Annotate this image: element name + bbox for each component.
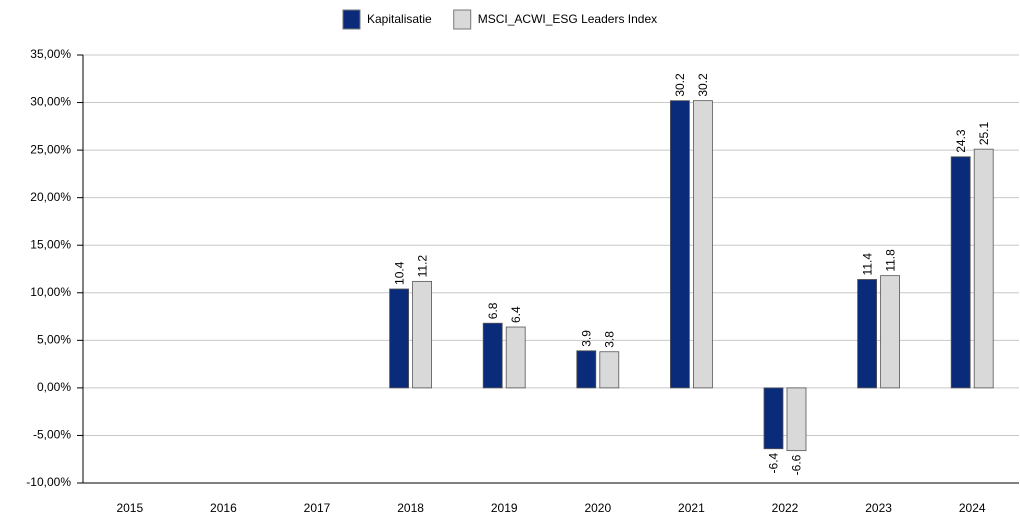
- data-label: 25.1: [977, 121, 991, 145]
- bar: [693, 100, 713, 389]
- x-tick-label: 2024: [959, 501, 986, 515]
- y-tick-label: 20,00%: [30, 190, 71, 204]
- legend-swatch: [342, 9, 361, 30]
- y-tick-label: 10,00%: [30, 285, 71, 299]
- x-tick-label: 2018: [397, 501, 424, 515]
- y-tick-label: 15,00%: [30, 237, 71, 251]
- x-tick-label: 2022: [772, 501, 799, 515]
- bar: [505, 326, 526, 389]
- data-label: 3.9: [579, 330, 593, 347]
- legend-label: MSCI_ACWI_ESG Leaders Index: [478, 12, 657, 26]
- data-label: 10.4: [392, 261, 406, 285]
- x-tick-label: 2020: [584, 501, 611, 515]
- y-tick-label: 5,00%: [37, 333, 71, 347]
- legend-swatch: [453, 9, 472, 30]
- x-tick-label: 2021: [678, 501, 705, 515]
- bar: [670, 100, 690, 389]
- bar: [412, 280, 433, 389]
- data-label: 30.2: [673, 73, 687, 97]
- data-label: 6.8: [486, 302, 500, 319]
- data-label: 3.8: [602, 331, 616, 348]
- data-label: 30.2: [696, 73, 710, 97]
- data-label: 6.4: [509, 306, 523, 323]
- bar: [576, 350, 597, 389]
- data-label: -6.4: [767, 452, 781, 473]
- x-tick-label: 2016: [210, 501, 237, 515]
- bar: [973, 148, 994, 389]
- x-tick-label: 2015: [116, 501, 143, 515]
- y-tick-label: 35,00%: [30, 47, 71, 61]
- bar: [599, 351, 620, 389]
- x-tick-label: 2023: [865, 501, 892, 515]
- y-tick-label: -5,00%: [33, 428, 71, 442]
- data-label: 11.8: [883, 249, 897, 272]
- y-tick-label: 0,00%: [37, 380, 71, 394]
- data-label: 11.2: [415, 255, 429, 278]
- data-label: -6.6: [790, 454, 804, 475]
- bar: [857, 279, 877, 389]
- bar: [880, 275, 900, 389]
- data-label: 11.4: [860, 253, 874, 276]
- y-tick-label: 25,00%: [30, 142, 71, 156]
- legend-label: Kapitalisatie: [367, 12, 432, 26]
- x-tick-label: 2019: [491, 501, 518, 515]
- x-tick-label: 2017: [304, 501, 331, 515]
- bar: [482, 322, 503, 389]
- bar: [786, 387, 807, 452]
- bar: [950, 156, 971, 389]
- y-tick-label: 30,00%: [30, 95, 71, 109]
- bar: [763, 387, 784, 450]
- bar: [389, 288, 410, 389]
- y-tick-label: -10,00%: [26, 475, 71, 489]
- data-label: 24.3: [954, 129, 968, 153]
